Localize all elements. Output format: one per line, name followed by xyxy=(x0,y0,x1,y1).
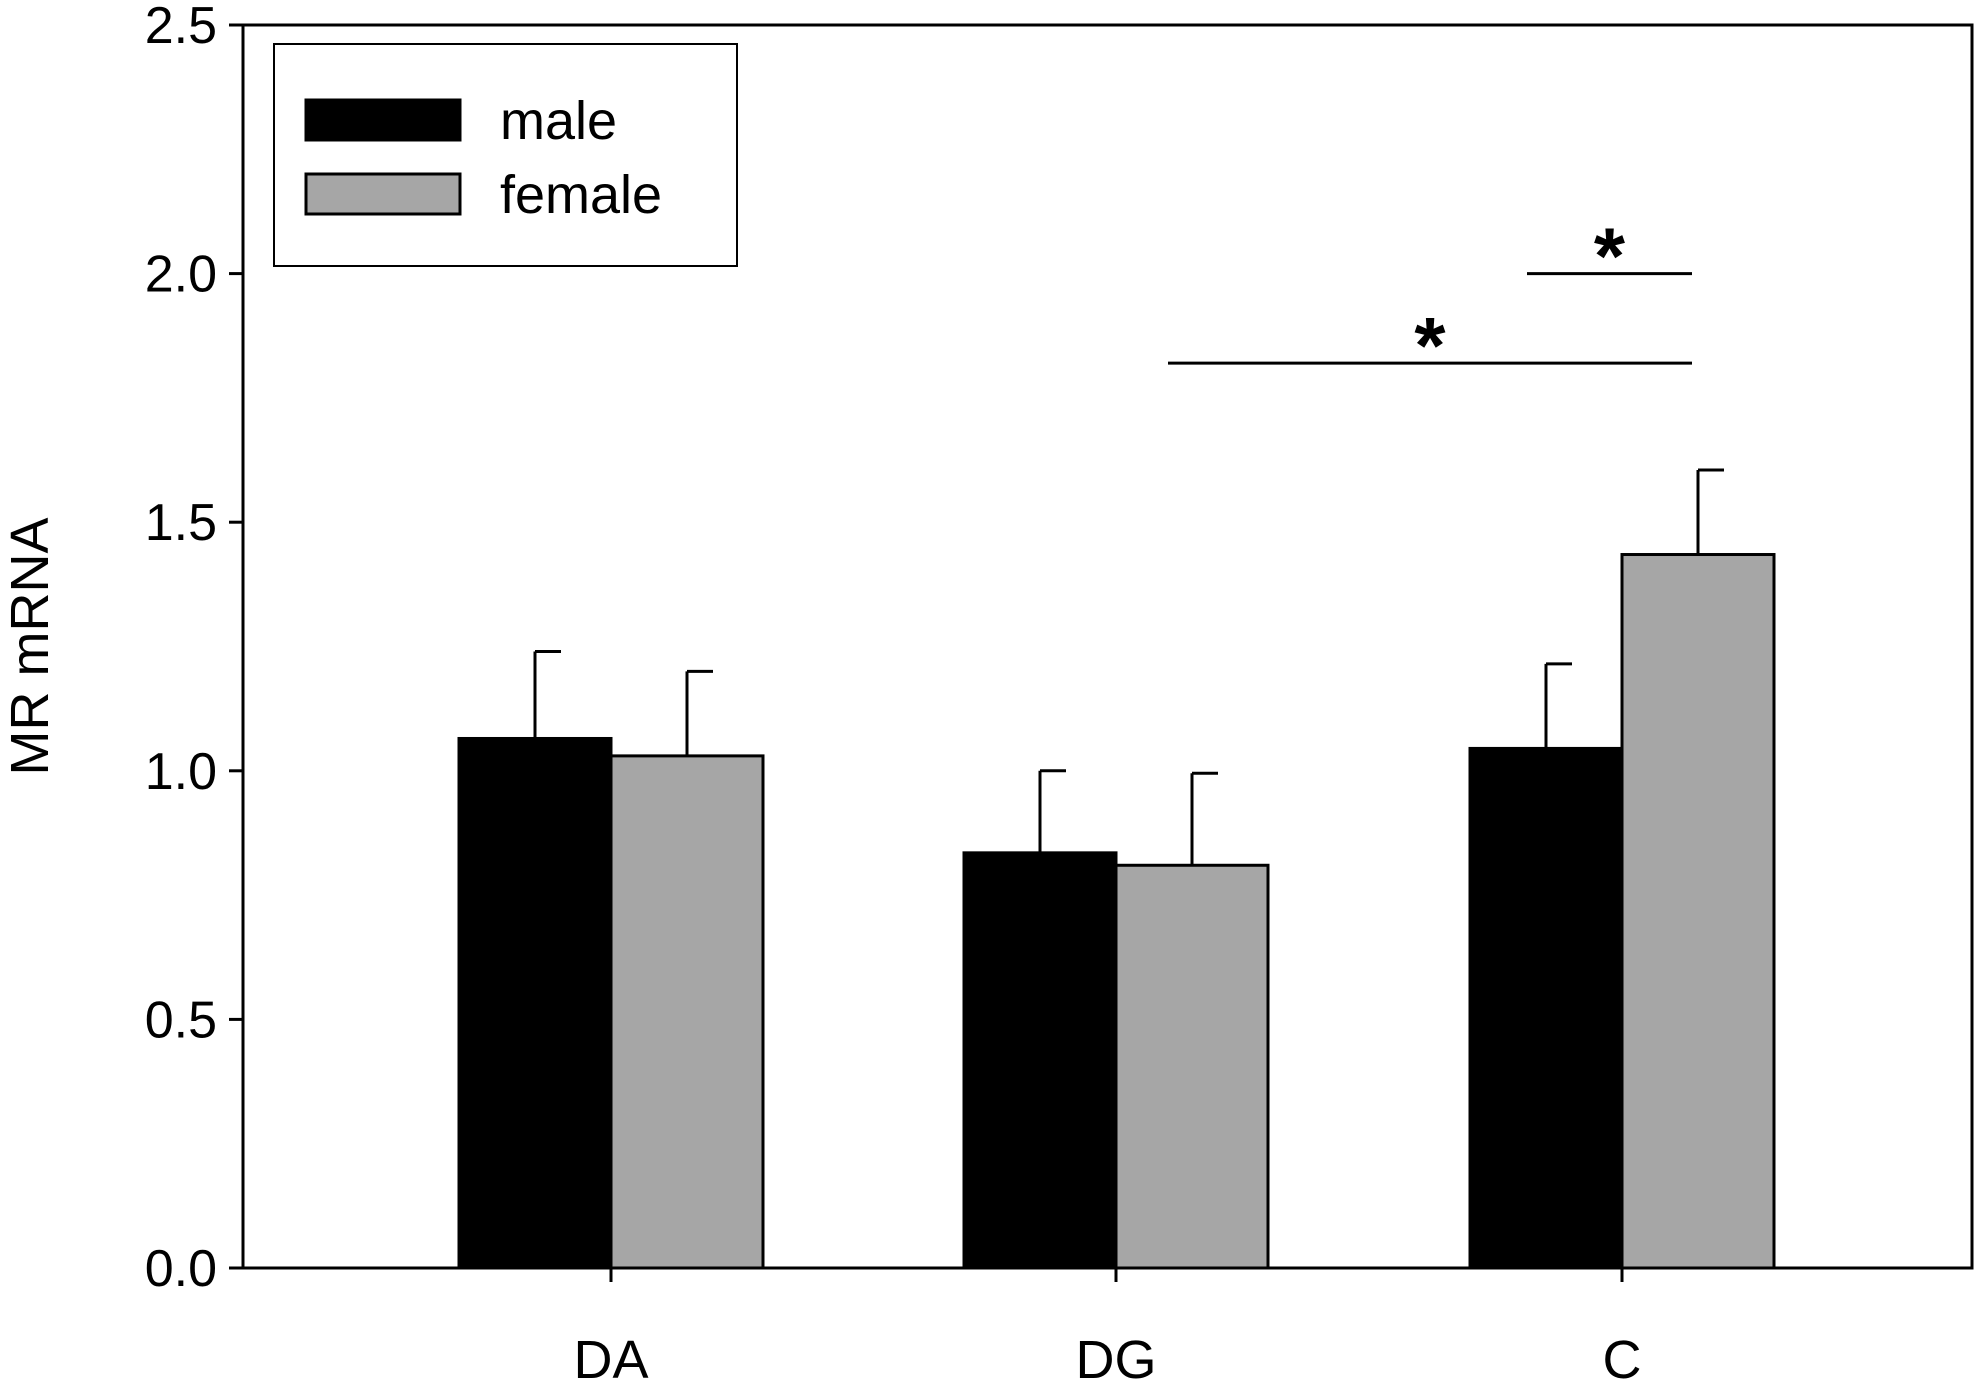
y-tick-label: 1.5 xyxy=(145,494,217,552)
legend-box xyxy=(273,43,738,267)
y-tick-label: 1.0 xyxy=(145,743,217,801)
bar-female-DA xyxy=(609,754,765,1270)
legend: male female xyxy=(273,43,738,267)
x-tick-label: C xyxy=(1603,1330,1642,1390)
legend-swatch-female xyxy=(304,172,462,216)
bar-male-C xyxy=(1468,746,1624,1270)
legend-label-female: female xyxy=(500,165,662,225)
bar-male-DG xyxy=(962,851,1118,1270)
plot-area: ** xyxy=(457,212,1776,1270)
y-tick-label: 2.5 xyxy=(145,0,217,55)
significance-star: * xyxy=(1594,212,1626,301)
x-tick-label: DA xyxy=(573,1330,648,1390)
y-axis-title: MR mRNA xyxy=(0,518,60,776)
bar-male-DA xyxy=(457,736,613,1270)
plot-frame xyxy=(241,23,1974,1270)
x-tick-label: DG xyxy=(1076,1330,1157,1390)
y-tick-label: 2.0 xyxy=(145,246,217,304)
legend-label-male: male xyxy=(500,91,617,151)
y-tick-label: 0.5 xyxy=(145,991,217,1049)
legend-swatch-male xyxy=(304,98,462,142)
bar-female-DG xyxy=(1114,863,1270,1270)
y-tick-label: 0.0 xyxy=(145,1240,217,1298)
bar-female-C xyxy=(1620,553,1776,1270)
significance-star: * xyxy=(1414,301,1446,390)
